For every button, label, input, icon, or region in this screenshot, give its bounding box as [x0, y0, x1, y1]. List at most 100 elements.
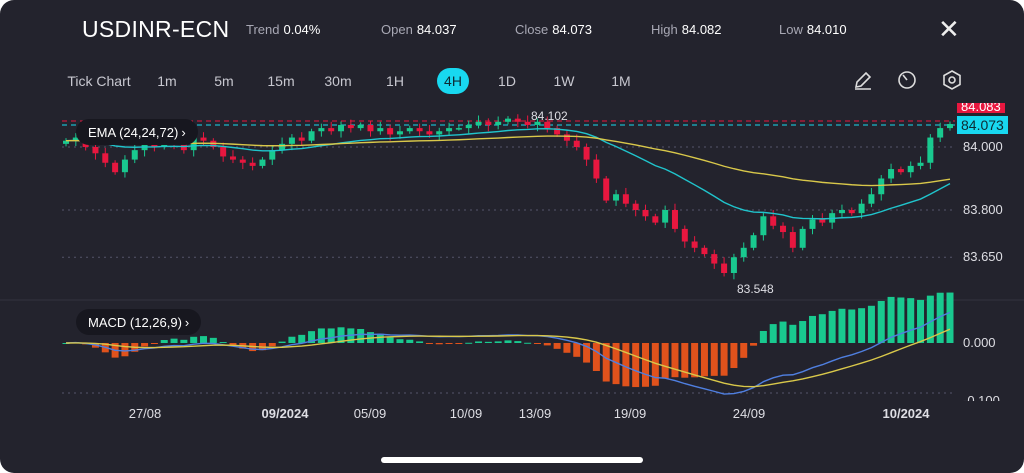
macd-histogram-bar	[887, 296, 895, 343]
candle-body	[121, 159, 128, 173]
timeframe-tick-chart[interactable]: Tick Chart	[67, 73, 131, 89]
macd-histogram-bar	[632, 343, 640, 388]
chevron-right-icon: ›	[181, 124, 186, 140]
macd-histogram-bar	[180, 339, 188, 343]
macd-histogram-bar	[141, 343, 149, 347]
macd-histogram-bar	[759, 330, 767, 343]
candle-body	[524, 121, 531, 125]
macd-histogram-bar	[308, 331, 316, 343]
timeframe-5m[interactable]: 5m	[214, 73, 234, 89]
timeframe-1w[interactable]: 1W	[553, 73, 575, 89]
candle-body	[671, 210, 678, 229]
macd-histogram-bar	[62, 343, 70, 344]
timeframe-4h[interactable]: 4H	[437, 68, 469, 94]
macd-histogram-bar	[671, 343, 679, 378]
candle-body	[259, 159, 266, 166]
candle-body	[131, 150, 138, 160]
macd-axis-label: 0.000	[963, 335, 996, 350]
macd-histogram-bar	[435, 343, 443, 345]
macd-histogram-bar	[750, 343, 758, 346]
macd-histogram-bar	[828, 310, 836, 343]
macd-histogram-bar	[200, 336, 208, 343]
macd-histogram-bar	[700, 343, 708, 377]
timeframe-1h[interactable]: 1H	[386, 73, 404, 89]
macd-histogram-bar	[661, 343, 669, 379]
candle-body	[927, 137, 934, 163]
candle-body	[396, 131, 403, 135]
candle-body	[809, 219, 816, 229]
draw-icon[interactable]	[851, 68, 875, 92]
timeframe-1m[interactable]: 1M	[611, 73, 631, 89]
macd-histogram-bar	[858, 308, 866, 343]
candle-body	[426, 131, 433, 135]
macd-histogram-bar	[926, 295, 934, 343]
timeframe-1m[interactable]: 1m	[157, 73, 177, 89]
macd-histogram-bar	[789, 324, 797, 343]
candle-body	[878, 178, 885, 195]
signal-line	[65, 328, 951, 388]
low-marker-label: 83.548	[737, 282, 774, 296]
candle-body	[691, 241, 698, 248]
candle-body	[750, 235, 757, 248]
macd-histogram-bar	[877, 300, 885, 343]
macd-histogram-bar	[445, 343, 453, 344]
candle-body	[897, 169, 904, 173]
chevron-right-icon: ›	[184, 314, 190, 330]
ema-indicator-button[interactable]: EMA (24,24,72) ›	[76, 119, 198, 145]
macd-histogram-bar	[691, 343, 699, 378]
macd-histogram-bar	[337, 327, 345, 343]
candle-body	[239, 159, 246, 163]
candle-body	[279, 143, 286, 151]
candle-body	[495, 121, 502, 125]
candle-body	[799, 228, 806, 248]
timeframe-1d[interactable]: 1D	[498, 73, 516, 89]
candle-body	[288, 137, 295, 144]
macd-histogram-bar	[357, 328, 365, 343]
timer-icon[interactable]	[895, 68, 919, 92]
macd-histogram-bar	[779, 321, 787, 343]
time-axis-label: 27/08	[128, 406, 162, 421]
macd-histogram-bar	[563, 343, 571, 353]
candle-body	[298, 137, 305, 141]
macd-histogram-bar	[642, 343, 650, 387]
macd-histogram-bar	[288, 336, 296, 343]
candle-body	[446, 128, 453, 132]
candle-body	[229, 156, 236, 160]
macd-histogram-bar	[317, 328, 325, 343]
macd-histogram-bar	[298, 334, 306, 343]
price-axis-label: 84.000	[963, 139, 1003, 154]
price-axis-label: 83.800	[963, 202, 1003, 217]
close-icon[interactable]: ✕	[938, 14, 960, 44]
home-indicator[interactable]	[381, 457, 643, 463]
symbol-title: USDINR-ECN	[82, 15, 230, 42]
candle-body	[505, 118, 511, 122]
macd-indicator-button[interactable]: MACD (12,26,9) ›	[76, 309, 202, 335]
macd-histogram-bar	[455, 343, 463, 344]
candle-body	[514, 118, 521, 122]
macd-histogram-bar	[543, 343, 551, 346]
macd-histogram-bar	[219, 342, 227, 344]
macd-histogram-bar	[622, 343, 630, 387]
candle-body	[652, 216, 659, 223]
stat-value: 84.010	[806, 21, 847, 37]
time-axis-label: 19/09	[613, 406, 647, 421]
candle-body	[632, 203, 639, 210]
macd-histogram-bar	[278, 341, 286, 343]
candle-body	[436, 131, 443, 135]
macd-histogram-bar	[769, 324, 777, 343]
macd-histogram-bar	[710, 343, 718, 376]
timeframe-15m[interactable]: 15m	[267, 73, 295, 89]
macd-line	[65, 311, 951, 395]
candle-body	[406, 128, 413, 132]
candle-body	[917, 162, 924, 166]
stat-label: High	[651, 21, 678, 37]
timeframe-30m[interactable]: 30m	[324, 73, 352, 89]
macd-histogram-bar	[396, 339, 404, 343]
candle-body	[63, 140, 69, 144]
stat-low: Low 84.010	[779, 14, 847, 44]
candle-body	[318, 128, 325, 132]
time-axis-label: 10/09	[449, 406, 483, 421]
candle-body	[947, 124, 953, 129]
settings-icon[interactable]	[940, 68, 964, 92]
